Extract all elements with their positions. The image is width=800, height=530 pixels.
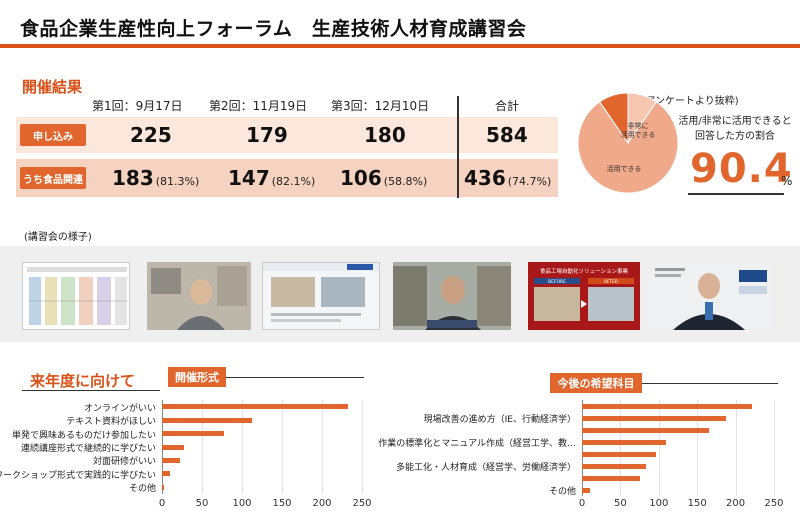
slide-before: BEFORE	[548, 279, 566, 285]
row-label-applications: 申し込み	[20, 124, 86, 146]
chart1-tick-label: 0	[158, 498, 166, 509]
percentage-underline	[688, 193, 784, 195]
chart1-category-label: オンラインがいい	[83, 403, 156, 414]
chart1-bar	[162, 417, 252, 423]
chart1-tick-label: 200	[312, 498, 332, 509]
survey-caption: (アンケートより抜粋)	[641, 96, 739, 107]
chart2-bar	[582, 475, 640, 481]
photo-slide-flowchart	[22, 262, 130, 330]
chart1-bar	[162, 444, 185, 450]
chart2-tick-label: 50	[614, 498, 627, 509]
col-header-1: 第1回：9月17日	[92, 99, 183, 113]
chart1-category-label: 連続講座形式で継続的に学びたい	[20, 444, 156, 454]
chart2-bar	[582, 439, 667, 445]
chart2-gridline	[735, 400, 737, 496]
value-food-3: 106 (58.8%)	[340, 166, 428, 190]
chart2-tick-label: 250	[764, 498, 784, 509]
chart1-bar	[162, 404, 348, 410]
percent-sign: %	[781, 174, 793, 188]
photo-strip: 食品工場自動化ソリューション事業 BEFORE AFTER	[0, 246, 800, 342]
chart2-title-badge: 今後の希望科目	[550, 373, 642, 393]
chart2-gridline	[774, 400, 775, 496]
next-year-underline	[22, 390, 160, 391]
chart1-gridline	[362, 400, 363, 494]
photo-presenter-3	[651, 262, 771, 330]
value-applications-total: 584	[486, 123, 528, 147]
chart2-tick-label: 100	[649, 498, 669, 509]
chart1-gridline	[202, 400, 203, 494]
results-heading: 開催結果	[22, 78, 83, 96]
chart1-category-label: テキスト資料がほしい	[66, 417, 156, 428]
chart1-bar	[162, 431, 224, 437]
chart2-tick-label: 150	[687, 498, 707, 509]
chart2-gridline	[620, 400, 622, 496]
big-percentage: 90.4	[690, 146, 793, 192]
chart2-category-label: 現場改善の進め方（IE、行動経済学）	[423, 415, 576, 425]
chart1-gridline	[322, 400, 323, 494]
slide-title: 食品工場自動化ソリューション事業	[540, 267, 628, 275]
col-header-2: 第2回：11月19日	[209, 99, 308, 113]
chart2-bar	[582, 451, 657, 457]
value-food-2: 147 (82.1%)	[228, 166, 316, 190]
photo-slide-solution: 食品工場自動化ソリューション事業 BEFORE AFTER	[528, 262, 640, 330]
chart2-bar	[582, 487, 590, 493]
chart1-title-rule	[226, 377, 364, 378]
chart1-bar	[162, 471, 170, 477]
pie-label-useful: 活用できる	[607, 164, 642, 173]
value-applications-1: 225	[130, 123, 172, 147]
chart2-category-label: その他	[548, 487, 576, 497]
chart1-tick-label: 250	[352, 498, 372, 509]
chart2-tick-label: 200	[726, 498, 746, 509]
photos-label: (講習会の様子)	[24, 232, 92, 243]
chart2-category-label: 作業の標準化とマニュアル作成（経営工学、教…	[378, 439, 576, 449]
chart1-category-label: 対面研修がいい	[92, 457, 156, 468]
slide-after: AFTER	[604, 279, 618, 285]
chart2-title-rule	[642, 383, 778, 384]
title-rule	[0, 44, 800, 48]
results-row-applications	[16, 117, 558, 153]
pie-slice-other	[598, 92, 629, 145]
col-header-total: 合計	[495, 99, 520, 113]
row-label-food: うち食品関連	[20, 167, 86, 189]
page-title: 食品企業生産性向上フォーラム 生産技術人材育成講習会	[20, 18, 527, 40]
chart1-title-badge: 開催形式	[168, 367, 226, 387]
photo-presenter-2	[393, 262, 511, 330]
ratio-text: 活用/非常に活用できると回答した方の割合	[678, 116, 792, 142]
chart1-bar	[162, 457, 180, 463]
chart2-bar	[582, 427, 709, 433]
value-food-1: 183 (81.3%)	[112, 166, 200, 190]
col-header-3: 第3回：12月10日	[331, 99, 430, 113]
chart1-tick-label: 150	[272, 498, 292, 509]
value-applications-3: 180	[364, 123, 406, 147]
photo-presenter-1	[147, 262, 251, 330]
chart2-gridline	[582, 400, 583, 496]
chart2-gridline	[697, 400, 699, 496]
chart2-gridline	[658, 400, 660, 496]
pie-slice-useful	[577, 101, 679, 194]
value-applications-2: 179	[246, 123, 288, 147]
chart1-gridline	[242, 400, 243, 494]
chart1-gridline	[282, 400, 283, 494]
chart1-category-label: ワークショップ形式で実践的に学びたい	[0, 470, 156, 481]
results-row-food	[16, 159, 558, 197]
chart2-category-label: 多能工化・人材育成（経営学、労働経済学）	[395, 463, 576, 473]
value-food-total: 436 (74.7%)	[464, 166, 552, 190]
chart1-category-label: 単発で興味あるものだけ参加したい	[11, 430, 156, 441]
next-year-heading: 来年度に向けて	[30, 372, 136, 390]
chart2-bar	[582, 415, 727, 421]
chart2-tick-label: 0	[578, 498, 586, 509]
chart2-bar	[582, 463, 646, 469]
chart2-bar	[582, 403, 753, 409]
chart1-tick-label: 50	[195, 498, 209, 509]
chart1-category-label: その他	[128, 484, 156, 495]
total-divider	[457, 96, 459, 198]
chart1-bar	[162, 484, 165, 490]
pie-label-very: 非常に活用できる	[621, 121, 656, 139]
chart1-tick-label: 100	[232, 498, 252, 509]
photo-slide-images	[262, 262, 380, 330]
survey-pie: 非常に活用できる 活用できる	[577, 92, 679, 194]
